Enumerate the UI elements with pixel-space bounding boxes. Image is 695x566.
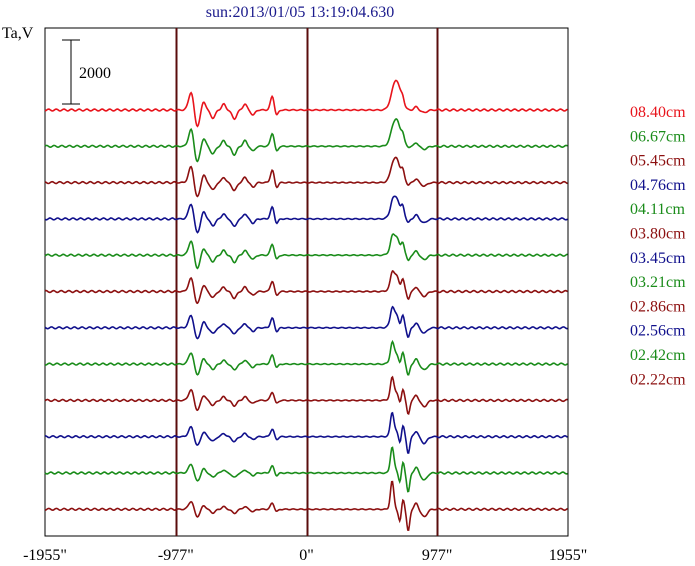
vertical-markers [175,28,439,536]
chart-title: sun:2013/01/05 13:19:04.630 [206,4,394,21]
legend: 08.40cm 06.67cm 05.45cm 04.76cm 04.11cm 03.80… [630,104,686,388]
x-tick-label-4: 1955" [549,547,588,564]
series-trace-4 [44,233,568,270]
legend-entry-5: 03.80cm [630,226,686,243]
series-trace-6 [44,305,568,340]
x-tick-label-2: 0" [299,547,314,564]
legend-entry-8: 02.86cm [630,298,686,315]
series-trace-5 [44,269,568,305]
series-trace-7 [44,339,568,376]
series-trace-2 [44,156,568,198]
x-tick-labels: -1955" -977" 0" 977" 1955" [23,547,587,564]
legend-entry-7: 03.21cm [630,274,686,291]
legend-entry-10: 02.42cm [630,347,686,364]
x-tick-label-1: -977" [158,547,194,564]
legend-entry-0: 08.40cm [630,104,686,121]
series-trace-1 [44,118,568,163]
legend-entry-4: 04.11cm [630,201,686,218]
legend-entry-11: 02.22cm [630,371,686,388]
series-trace-8 [44,375,568,416]
scale-bar-label: 2000 [79,65,111,82]
legend-entry-6: 03.45cm [630,250,686,267]
series-trace-9 [44,411,568,454]
series-trace-3 [44,195,568,234]
legend-entry-2: 05.45cm [630,153,686,170]
y-axis-label: Ta,V [2,25,34,42]
legend-entry-9: 02.56cm [630,323,686,340]
series-trace-11 [44,480,568,531]
series-traces [44,79,568,531]
series-trace-0 [44,79,568,128]
x-tick-label-0: -1955" [23,547,67,564]
legend-entry-1: 06.67cm [630,128,686,145]
x-tick-label-3: 977" [422,547,453,564]
series-trace-10 [44,446,568,493]
scale-bar: 2000 [62,39,111,105]
legend-entry-3: 04.76cm [630,177,686,194]
